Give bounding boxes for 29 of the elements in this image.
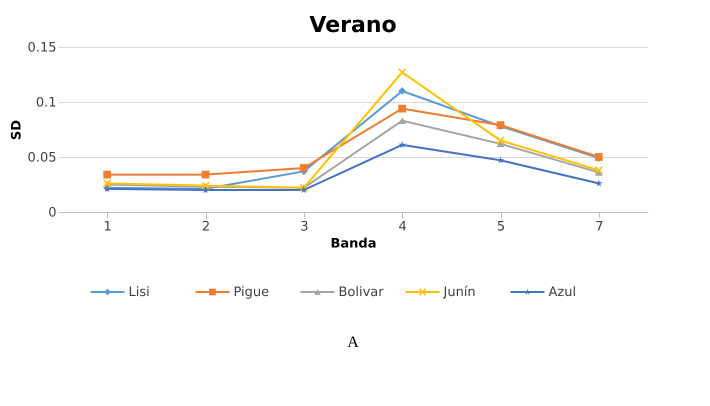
y-tick-label: 0.15	[28, 40, 56, 56]
point	[398, 87, 406, 95]
y-tick-label: 0.05	[28, 150, 56, 166]
legend-label: Bolivar	[338, 285, 384, 300]
x-tick-label: 7	[595, 220, 604, 234]
point	[103, 170, 112, 178]
y-axis-title: SD	[10, 120, 25, 140]
text: A	[347, 334, 360, 351]
x-axis-title: Banda	[330, 236, 377, 252]
legend-label: Pigue	[234, 285, 270, 300]
x-tick-label: 5	[496, 220, 506, 234]
legend-label: Lisi	[128, 285, 150, 300]
y-tick-label: 0.1	[36, 96, 56, 110]
legend-label: Junín	[442, 285, 476, 300]
point	[496, 136, 505, 145]
x-tick-label: 3	[300, 220, 308, 234]
point	[594, 166, 604, 174]
point	[398, 117, 406, 124]
x-tick-label: 1	[104, 220, 112, 234]
chart-title: Verano	[309, 13, 397, 38]
point	[398, 68, 406, 77]
x-tick-label: 2	[202, 220, 210, 234]
point	[202, 170, 210, 178]
point	[300, 164, 308, 172]
point	[398, 104, 406, 112]
y-tick-label: 0	[48, 206, 56, 220]
x-tick-label: 4	[398, 220, 407, 234]
legend-label: Azul	[548, 285, 576, 300]
point	[398, 141, 406, 148]
